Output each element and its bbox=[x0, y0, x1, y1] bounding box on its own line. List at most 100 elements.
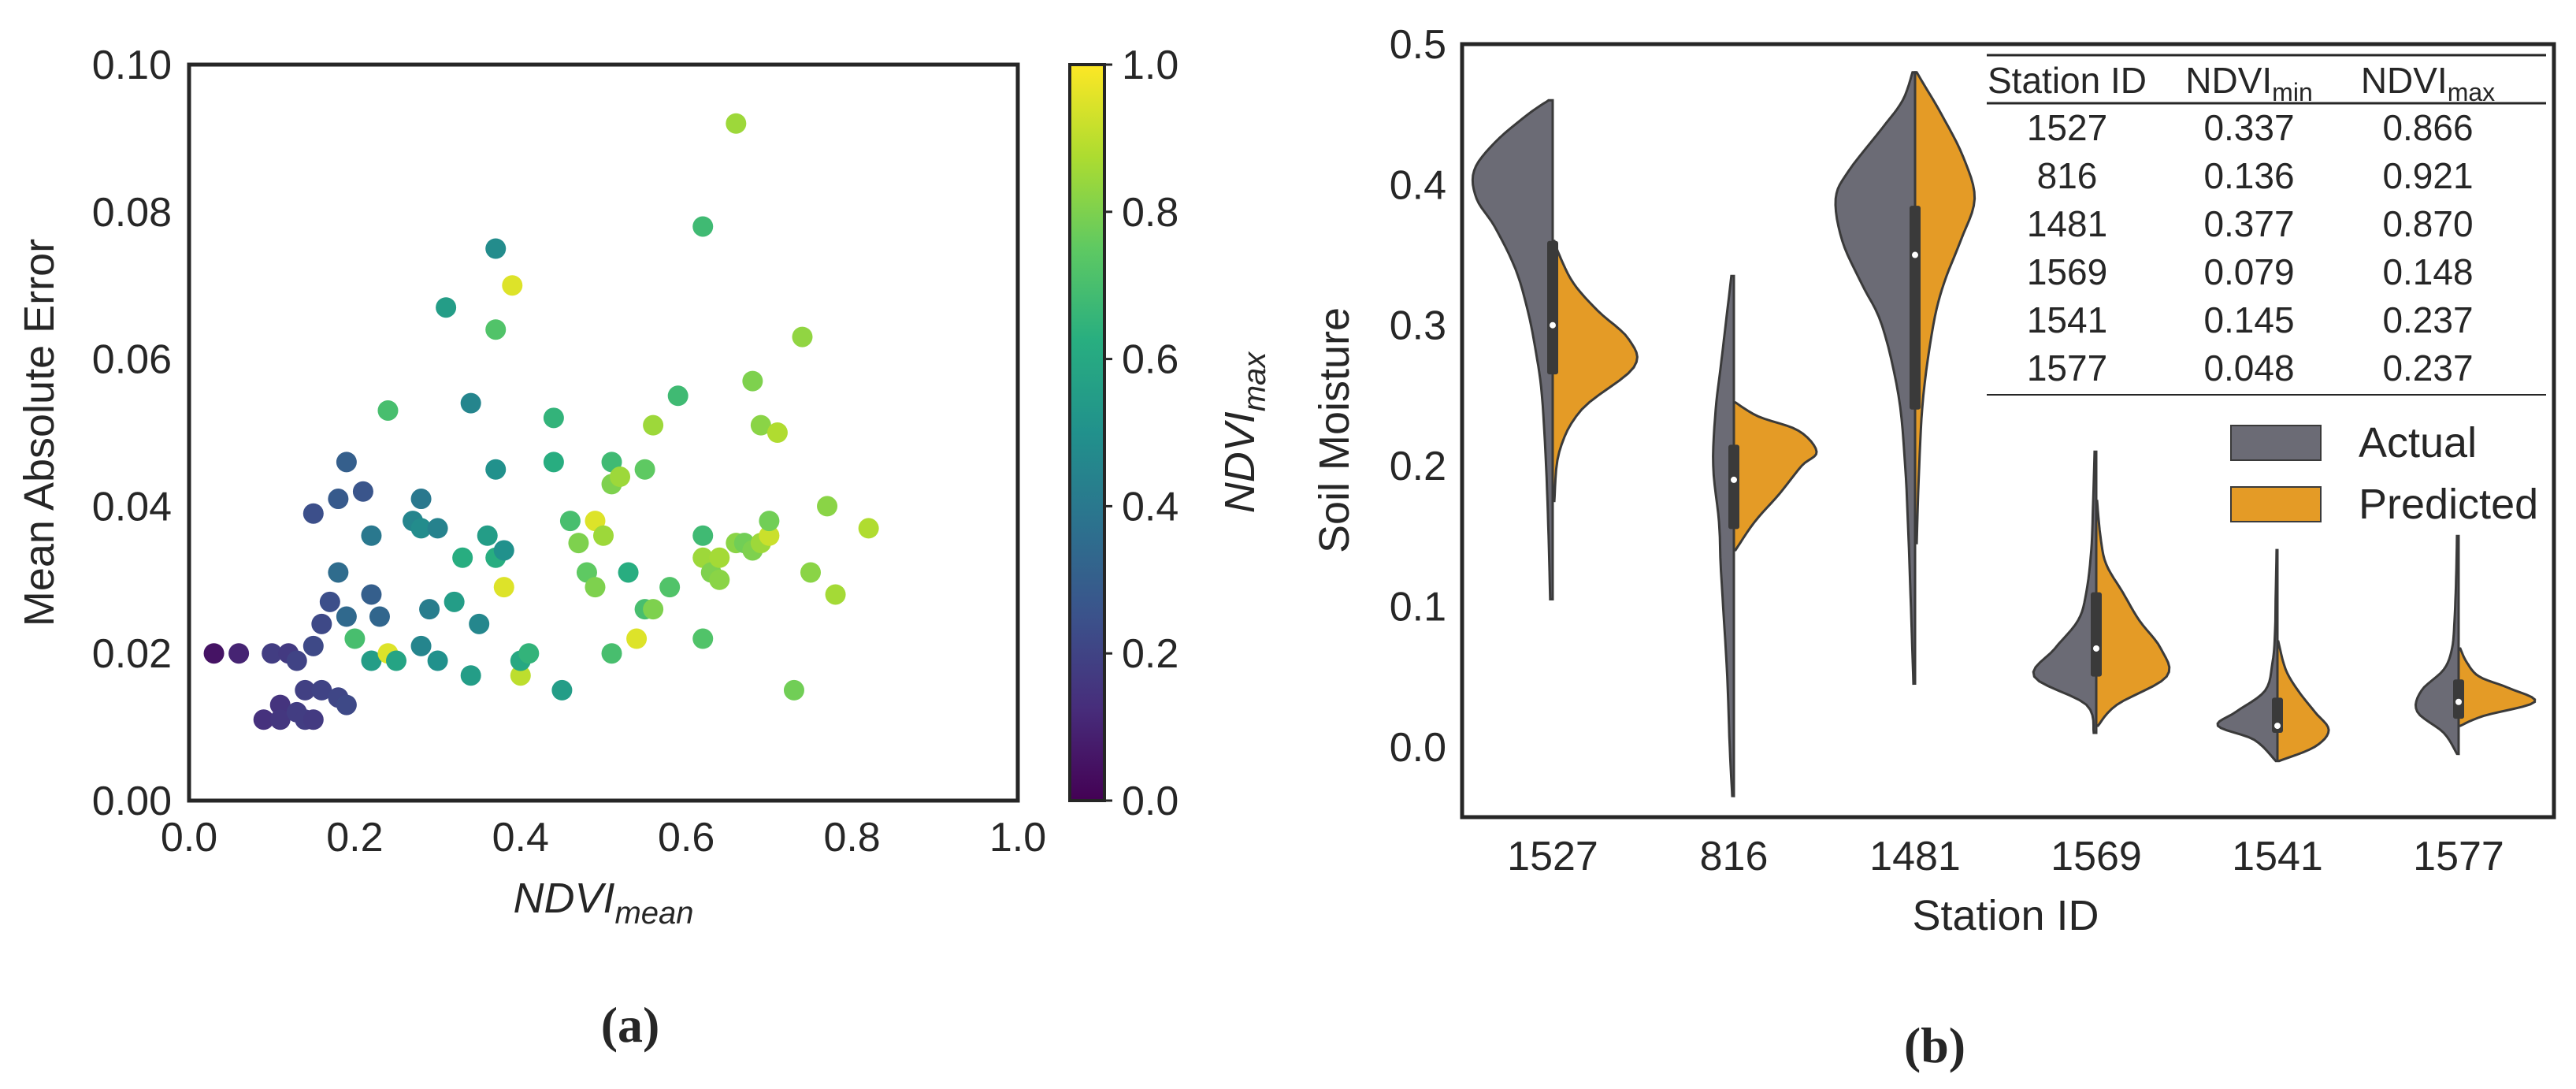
scatter-point bbox=[643, 414, 664, 436]
scatter-x-tick-label: 0.0 bbox=[161, 815, 217, 860]
scatter-plot-frame bbox=[187, 62, 1020, 803]
scatter-point bbox=[551, 679, 573, 701]
table-cell: 1527 bbox=[2027, 107, 2107, 148]
scatter-point bbox=[228, 643, 250, 664]
table-cell: 0.870 bbox=[2382, 203, 2473, 244]
table-cell: 0.237 bbox=[2382, 299, 2473, 340]
violin-plot-frame bbox=[1460, 42, 2556, 820]
scatter-point bbox=[410, 518, 432, 539]
scatter-point bbox=[692, 628, 714, 649]
colorbar-tick-label: 0.4 bbox=[1122, 484, 1179, 530]
scatter-point bbox=[726, 113, 747, 134]
scatter-point bbox=[286, 650, 307, 671]
scatter-point bbox=[336, 452, 357, 473]
scatter-point bbox=[352, 481, 373, 502]
table-cell: 0.145 bbox=[2203, 299, 2294, 340]
scatter-point bbox=[419, 599, 440, 620]
violin-y-tick-label: 0.4 bbox=[1390, 162, 1446, 208]
scatter-x-axis-label-sub: mean bbox=[614, 896, 693, 931]
scatter-point bbox=[634, 459, 655, 480]
scatter-point bbox=[452, 547, 473, 568]
violin-y-tick-label: 0.2 bbox=[1390, 444, 1446, 489]
ndvi-min-sub: min bbox=[2272, 78, 2313, 106]
violin-iqr-box-1481 bbox=[1910, 206, 1921, 410]
scatter-y-tick-label: 0.06 bbox=[92, 337, 172, 383]
scatter-point bbox=[427, 518, 448, 539]
colorbar bbox=[1068, 63, 1106, 802]
violin-predicted-816 bbox=[1732, 401, 1818, 552]
colorbar-tick-label: 1.0 bbox=[1122, 43, 1179, 88]
colorbar-tick-label: 0.8 bbox=[1122, 190, 1179, 236]
scatter-point bbox=[800, 562, 821, 583]
scatter-y-axis-label: Mean Absolute Error bbox=[16, 239, 63, 626]
table-header-ndvi-min: NDVImin bbox=[2185, 60, 2312, 106]
scatter-point bbox=[502, 275, 523, 296]
panel-label-b: (b) bbox=[1904, 1017, 1965, 1073]
scatter-panel: 0.0 0.2 0.4 0.6 0.8 1.0 0.000.020.040.060.080… bbox=[16, 43, 1272, 1053]
violin-y-tick-label: 0.0 bbox=[1390, 725, 1446, 771]
scatter-point bbox=[692, 216, 714, 237]
scatter-y-tick-label: 0.04 bbox=[92, 484, 172, 530]
scatter-point bbox=[377, 400, 399, 421]
table-cell: 1577 bbox=[2027, 348, 2107, 388]
colorbar-label: NDVImax bbox=[1216, 351, 1272, 514]
scatter-y-tick-label: 0.10 bbox=[92, 43, 172, 88]
legend-swatch-actual bbox=[2230, 425, 2322, 461]
violin-x-tick-label: 1527 bbox=[1507, 834, 1598, 879]
scatter-point bbox=[369, 606, 390, 627]
ndvi-max-main: NDVI bbox=[2361, 60, 2448, 101]
violin-actual-1569 bbox=[2032, 450, 2098, 734]
scatter-point bbox=[692, 525, 714, 546]
violin-iqr-box-816 bbox=[1728, 444, 1739, 530]
legend-swatch-predicted bbox=[2230, 486, 2322, 522]
scatter-point bbox=[593, 525, 614, 546]
scatter-y-tick-label: 0.02 bbox=[92, 631, 172, 677]
scatter-point bbox=[386, 650, 406, 671]
scatter-point bbox=[601, 643, 622, 664]
scatter-point bbox=[303, 503, 324, 524]
violin-iqr-box-1569 bbox=[2091, 592, 2102, 677]
colorbar-label-sub: max bbox=[1238, 351, 1272, 412]
table-cell: 1569 bbox=[2027, 251, 2107, 292]
table-cell: 0.079 bbox=[2203, 251, 2294, 292]
legend-label-actual: Actual bbox=[2359, 419, 2477, 466]
scatter-point bbox=[203, 643, 225, 664]
violin-predicted-1577 bbox=[2457, 647, 2537, 727]
scatter-point bbox=[303, 635, 324, 656]
scatter-point bbox=[469, 613, 490, 634]
violin-median-1481 bbox=[1912, 251, 1918, 258]
scatter-point bbox=[858, 518, 879, 539]
violin-y-ticks: 0.0 0.1 0.2 0.3 0.4 0.5 bbox=[1390, 22, 1446, 771]
violin-x-tick-label: 1481 bbox=[1869, 834, 1961, 879]
scatter-x-tick-label: 0.4 bbox=[492, 815, 549, 860]
violin-actual-816 bbox=[1712, 274, 1735, 797]
scatter-point bbox=[319, 591, 340, 612]
scatter-point bbox=[792, 326, 813, 348]
scatter-point bbox=[518, 643, 540, 664]
scatter-point bbox=[568, 533, 589, 554]
table-cell: 0.866 bbox=[2382, 107, 2473, 148]
table-cell: 816 bbox=[2037, 155, 2098, 196]
scatter-point bbox=[709, 569, 730, 590]
scatter-point bbox=[361, 650, 382, 671]
scatter-point bbox=[477, 525, 498, 546]
scatter-point bbox=[643, 599, 664, 620]
table-cell: 0.921 bbox=[2382, 155, 2473, 196]
scatter-point bbox=[262, 643, 283, 664]
colorbar-label-main: NDVI bbox=[1216, 411, 1264, 513]
scatter-x-tick-label: 0.6 bbox=[658, 815, 715, 860]
scatter-point bbox=[460, 665, 481, 686]
scatter-point bbox=[328, 562, 349, 583]
violin-median-1541 bbox=[2274, 723, 2281, 730]
scatter-point bbox=[493, 577, 514, 598]
table-cell: 0.377 bbox=[2203, 203, 2294, 244]
scatter-point bbox=[485, 459, 507, 480]
scatter-point bbox=[410, 489, 432, 510]
colorbar-tick-label: 0.0 bbox=[1122, 779, 1179, 824]
violin-actual-1527 bbox=[1471, 98, 1554, 601]
scatter-point bbox=[328, 489, 349, 510]
violin-median-1569 bbox=[2093, 645, 2099, 652]
colorbar-tick-label: 0.6 bbox=[1122, 337, 1179, 383]
scatter-point bbox=[253, 709, 274, 730]
